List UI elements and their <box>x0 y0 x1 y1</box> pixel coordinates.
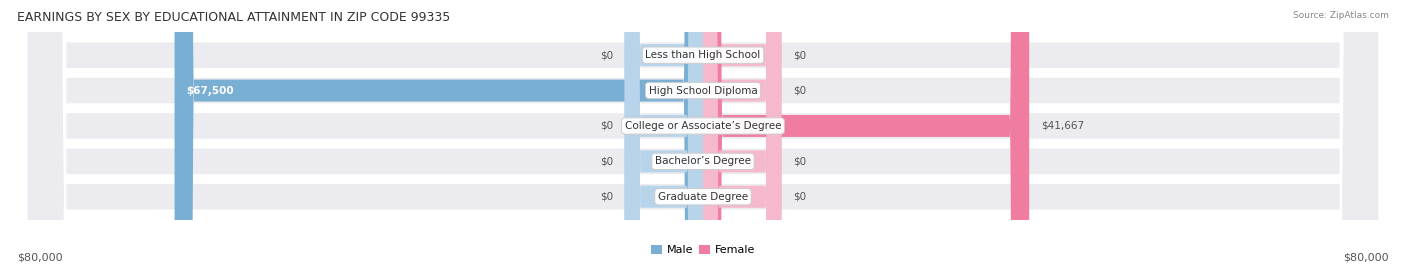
FancyBboxPatch shape <box>624 0 703 268</box>
FancyBboxPatch shape <box>703 0 782 268</box>
Text: $80,000: $80,000 <box>1344 253 1389 263</box>
Text: $0: $0 <box>793 156 806 166</box>
Legend: Male, Female: Male, Female <box>651 245 755 255</box>
Text: Less than High School: Less than High School <box>645 50 761 60</box>
FancyBboxPatch shape <box>27 0 1379 268</box>
Text: $0: $0 <box>793 50 806 60</box>
FancyBboxPatch shape <box>624 0 703 268</box>
FancyBboxPatch shape <box>27 0 1379 268</box>
Text: Graduate Degree: Graduate Degree <box>658 192 748 202</box>
FancyBboxPatch shape <box>624 0 703 268</box>
Text: $80,000: $80,000 <box>17 253 62 263</box>
Text: $0: $0 <box>600 50 613 60</box>
Text: $0: $0 <box>600 156 613 166</box>
Text: Source: ZipAtlas.com: Source: ZipAtlas.com <box>1294 11 1389 20</box>
FancyBboxPatch shape <box>174 0 703 268</box>
Text: High School Diploma: High School Diploma <box>648 85 758 96</box>
Text: $67,500: $67,500 <box>186 85 233 96</box>
FancyBboxPatch shape <box>703 0 782 268</box>
FancyBboxPatch shape <box>624 0 703 268</box>
FancyBboxPatch shape <box>27 0 1379 268</box>
FancyBboxPatch shape <box>703 0 782 268</box>
Text: College or Associate’s Degree: College or Associate’s Degree <box>624 121 782 131</box>
Text: $0: $0 <box>600 121 613 131</box>
Text: $0: $0 <box>600 192 613 202</box>
Text: $0: $0 <box>793 85 806 96</box>
Text: $0: $0 <box>793 192 806 202</box>
Text: Bachelor’s Degree: Bachelor’s Degree <box>655 156 751 166</box>
FancyBboxPatch shape <box>27 0 1379 268</box>
FancyBboxPatch shape <box>703 0 782 268</box>
Text: EARNINGS BY SEX BY EDUCATIONAL ATTAINMENT IN ZIP CODE 99335: EARNINGS BY SEX BY EDUCATIONAL ATTAINMEN… <box>17 11 450 24</box>
FancyBboxPatch shape <box>703 0 1029 268</box>
Text: $41,667: $41,667 <box>1040 121 1084 131</box>
FancyBboxPatch shape <box>27 0 1379 268</box>
